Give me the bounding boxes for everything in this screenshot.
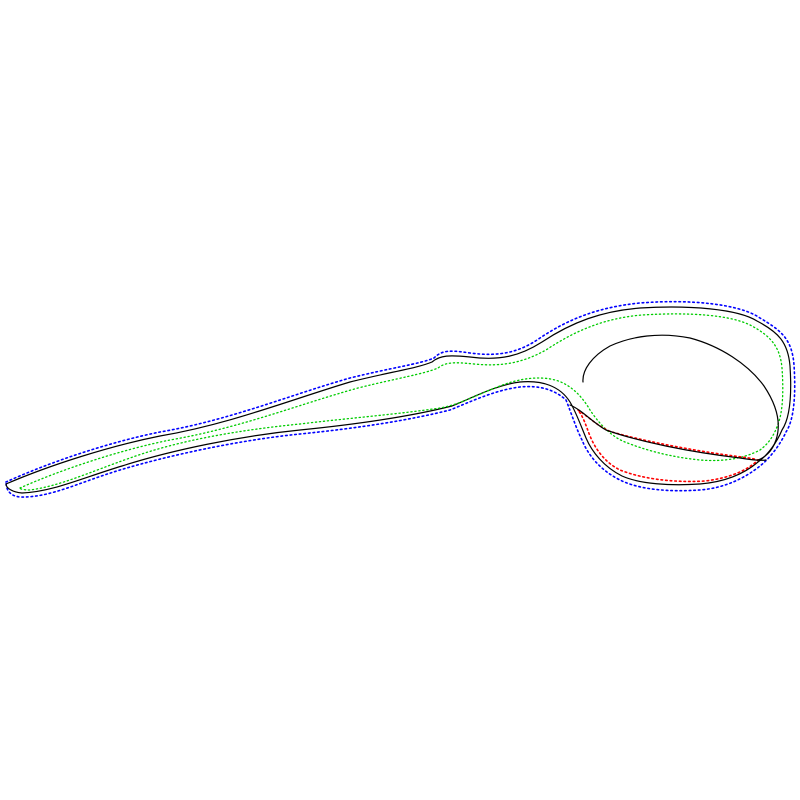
- bowl-seam-line: [569, 404, 767, 461]
- blue-dotted-outline: [5, 300, 796, 498]
- red-dotted-bowl-region: [577, 409, 760, 483]
- bowl-inner-curve: [582, 334, 779, 461]
- green-dotted-outline: [19, 313, 784, 491]
